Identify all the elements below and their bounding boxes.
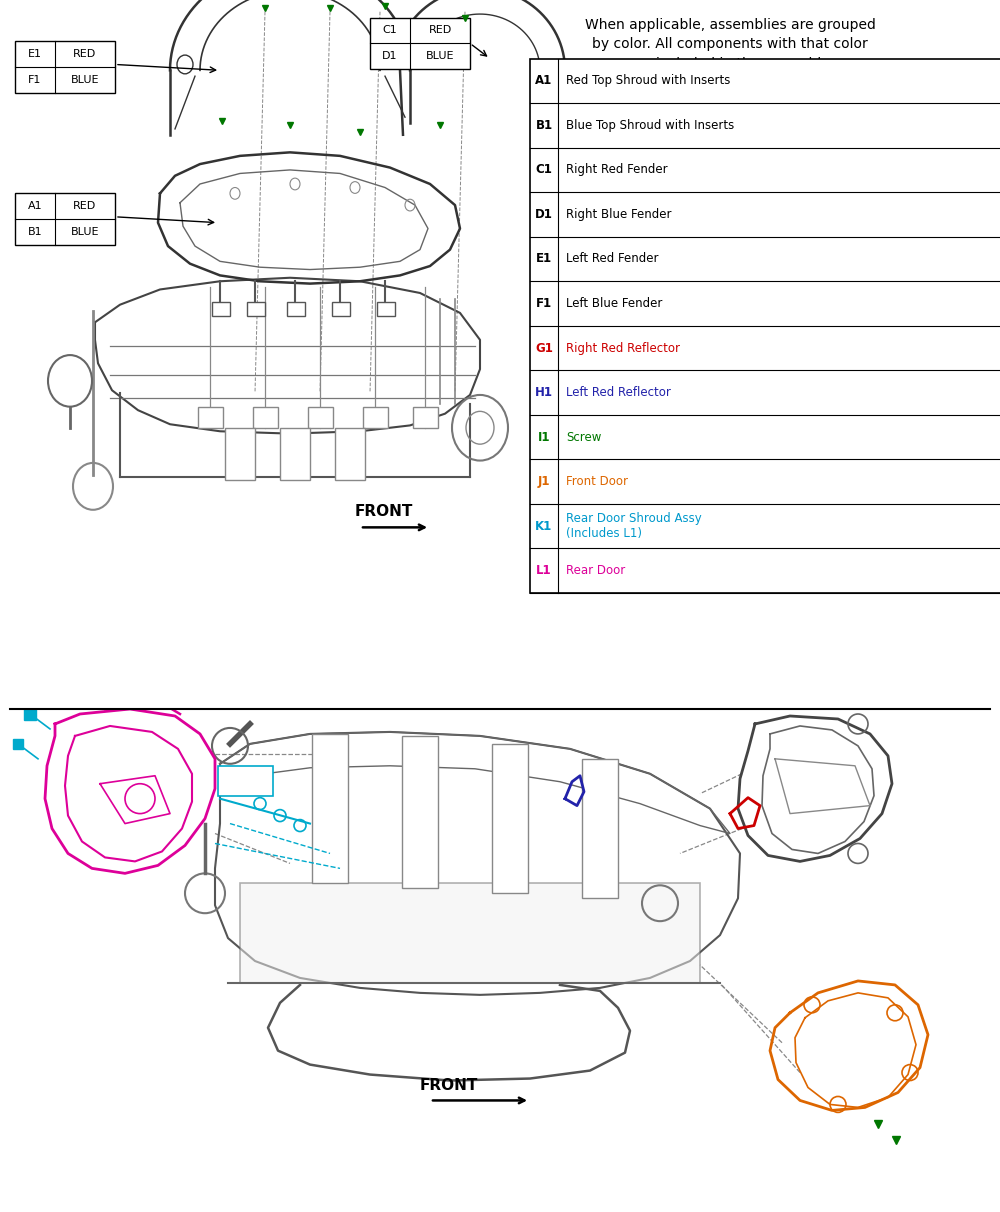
Text: RED: RED [428, 25, 452, 35]
Text: Front Door: Front Door [566, 475, 628, 488]
Bar [218, 766, 273, 795]
Bar [312, 734, 348, 884]
Text: FRONT: FRONT [355, 504, 413, 519]
Text: B1: B1 [28, 227, 42, 238]
Text: Left Blue Fender: Left Blue Fender [566, 297, 662, 310]
Text: Red Top Shroud with Inserts: Red Top Shroud with Inserts [566, 74, 730, 87]
Bar [332, 302, 350, 316]
Bar [287, 302, 305, 316]
Text: BLUE: BLUE [426, 51, 454, 62]
Text: Right Blue Fender: Right Blue Fender [566, 208, 672, 221]
Bar [225, 428, 255, 480]
Bar [240, 884, 700, 983]
Text: K1: K1 [535, 520, 553, 533]
Bar [402, 736, 438, 888]
Bar [247, 302, 265, 316]
Text: Right Red Reflector: Right Red Reflector [566, 342, 680, 355]
Bar [198, 407, 223, 428]
Text: Rear Door: Rear Door [566, 565, 625, 577]
Text: L1: L1 [536, 565, 552, 577]
Bar [530, 58, 1000, 593]
Text: B1: B1 [535, 119, 553, 132]
Text: RED: RED [73, 201, 97, 211]
Text: Left Red Reflector: Left Red Reflector [566, 387, 671, 399]
Text: J1: J1 [538, 475, 550, 488]
Text: G1: G1 [535, 342, 553, 355]
Text: When applicable, assemblies are grouped
by color. All components with that color: When applicable, assemblies are grouped … [585, 18, 875, 70]
Text: E1: E1 [28, 48, 42, 59]
Text: C1: C1 [536, 164, 552, 177]
Bar [377, 302, 395, 316]
Text: E1: E1 [536, 252, 552, 265]
Text: Blue Top Shroud with Inserts: Blue Top Shroud with Inserts [566, 119, 734, 132]
Bar [212, 302, 230, 316]
Bar [492, 744, 528, 893]
Text: Right Red Fender: Right Red Fender [566, 164, 668, 177]
Bar [370, 18, 470, 69]
Text: BLUE: BLUE [71, 227, 99, 238]
Text: Screw: Screw [566, 430, 601, 444]
Bar [308, 407, 333, 428]
Text: A1: A1 [28, 201, 42, 211]
Text: F1: F1 [28, 75, 42, 85]
Text: RED: RED [73, 48, 97, 59]
Text: BLUE: BLUE [71, 75, 99, 85]
Text: H1: H1 [535, 387, 553, 399]
Text: C1: C1 [383, 25, 397, 35]
Bar [15, 41, 115, 92]
Bar [363, 407, 388, 428]
Bar [280, 428, 310, 480]
Bar [582, 759, 618, 898]
Bar [253, 407, 278, 428]
Text: D1: D1 [535, 208, 553, 221]
Bar [413, 407, 438, 428]
Bar [15, 194, 115, 245]
Text: A1: A1 [535, 74, 553, 87]
Text: FRONT: FRONT [420, 1079, 478, 1093]
Text: Rear Door Shroud Assy
(Includes L1): Rear Door Shroud Assy (Includes L1) [566, 513, 702, 541]
Text: Left Red Fender: Left Red Fender [566, 252, 658, 265]
Text: F1: F1 [536, 297, 552, 310]
Text: I1: I1 [538, 430, 550, 444]
Bar [335, 428, 365, 480]
Text: D1: D1 [382, 51, 398, 62]
